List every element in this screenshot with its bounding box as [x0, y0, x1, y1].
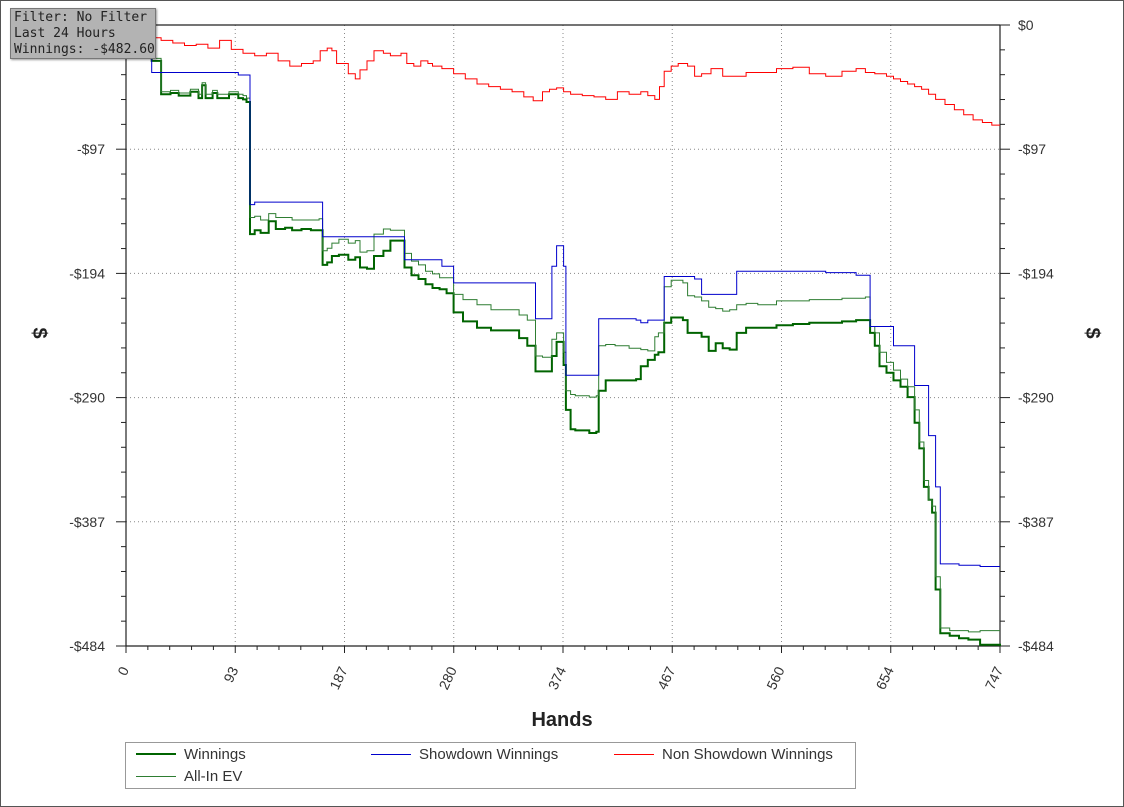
x-tick-label: 93	[220, 664, 241, 685]
y-tick-label-right: $0	[1018, 17, 1034, 33]
legend-item-non-showdown: Non Showdown Winnings	[614, 744, 833, 764]
series-layer	[126, 24, 1001, 646]
legend-swatch-non-showdown	[614, 753, 654, 755]
x-tick-label: 560	[763, 664, 787, 692]
y-tick-label-right: -$484	[1018, 638, 1054, 654]
axes-layer	[116, 24, 1010, 653]
labels-layer: 093187280374467560654747$0$0-$97-$97-$19…	[69, 17, 1054, 692]
series-line-non-showdown-winnings	[126, 24, 1000, 126]
y-axis-title-right: $	[1081, 327, 1103, 338]
y-axis-title-left: $	[28, 327, 50, 338]
x-tick-label: 187	[326, 664, 350, 692]
winnings-total-text: Winnings: -$482.60	[14, 42, 155, 57]
x-axis-title: Hands	[531, 709, 592, 731]
series-line-showdown-winnings	[126, 24, 1000, 567]
y-tick-label-right: -$387	[1018, 514, 1054, 530]
y-tick-label-right: -$194	[1018, 265, 1054, 281]
y-tick-label-left: -$484	[69, 638, 105, 654]
filter-info-box: Filter: No Filter Last 24 Hours Winnings…	[10, 8, 156, 59]
grid-layer	[126, 25, 1000, 646]
x-tick-label: 747	[982, 664, 1006, 692]
y-tick-label-right: -$290	[1018, 390, 1054, 406]
y-tick-label-right: -$97	[1018, 141, 1046, 157]
x-tick-label: 374	[545, 664, 569, 692]
y-tick-label-left: -$290	[69, 390, 105, 406]
legend-label-showdown: Showdown Winnings	[419, 745, 559, 763]
filter-text: Filter: No Filter	[14, 10, 148, 25]
series-line-winnings	[126, 24, 1001, 646]
series-line-all-in-ev	[126, 24, 1000, 633]
legend-swatch-all-in-ev	[136, 775, 176, 777]
y-tick-label-left: -$97	[77, 141, 105, 157]
period-text: Last 24 Hours	[14, 26, 116, 41]
x-tick-label: 467	[654, 664, 678, 692]
legend-label-winnings: Winnings	[184, 745, 246, 763]
legend-swatch-winnings	[136, 753, 176, 755]
x-tick-label: 280	[435, 664, 459, 692]
chart-legend: Winnings All-In EV Showdown Winnings Non…	[125, 742, 856, 789]
y-tick-label-left: -$194	[69, 265, 105, 281]
x-tick-label: 654	[872, 664, 896, 692]
legend-item-showdown: Showdown Winnings	[371, 744, 558, 764]
legend-label-non-showdown: Non Showdown Winnings	[662, 745, 833, 763]
legend-item-winnings: Winnings	[136, 744, 246, 764]
x-tick-label: 0	[114, 664, 132, 678]
y-tick-label-left: -$387	[69, 514, 105, 530]
legend-item-all-in-ev: All-In EV	[136, 766, 242, 786]
legend-label-all-in-ev: All-In EV	[184, 767, 243, 785]
legend-swatch-showdown	[371, 753, 411, 755]
